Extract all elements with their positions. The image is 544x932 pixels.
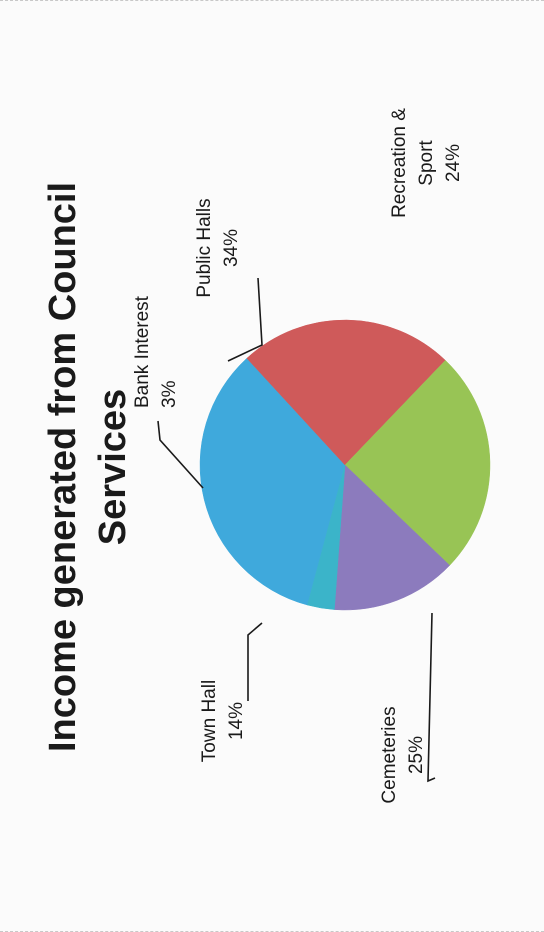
slice-label-recreation-sport: Recreation & Sport 24% [389, 108, 464, 218]
leader-lines [157, 277, 436, 783]
slice-label-cemeteries: Cemeteries 25% [379, 706, 427, 803]
slice-label-public-halls: Public Halls 34% [194, 198, 242, 297]
chart-title: Income generated from Council Services [42, 182, 134, 752]
slice-labels: Public Halls 34% Recreation & Sport 24% Cemet… [132, 108, 464, 804]
slice-label-town-hall: Town Hall 14% [199, 680, 247, 762]
pie-slice-cemeteries [344, 359, 491, 566]
leader-line-cemeteries [427, 612, 436, 783]
pie-slices [199, 319, 491, 611]
pie-slice-public-halls [199, 357, 346, 606]
leader-line-public-halls [227, 277, 263, 362]
chart-title-line-2: Services [92, 389, 134, 545]
pie-slice-bank-interest [307, 464, 346, 610]
pie-slice-town-hall [334, 464, 451, 611]
leader-line-bank-interest [157, 420, 204, 489]
chart-title-line-1: Income generated from Council [42, 182, 84, 752]
leader-line-town-hall [247, 622, 263, 701]
pie-slice-recreation-sport [246, 319, 446, 466]
slice-label-bank-interest: Bank Interest 3% [132, 295, 180, 408]
